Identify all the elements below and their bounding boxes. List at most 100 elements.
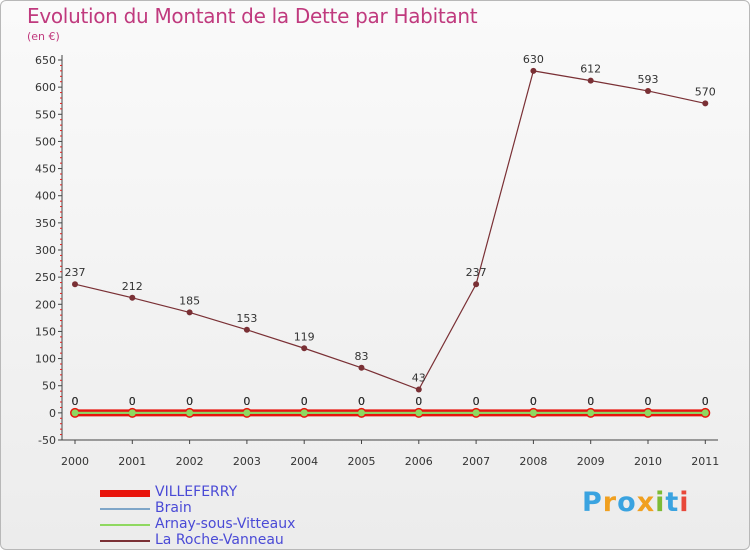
data-point [358, 364, 365, 371]
data-label: 612 [580, 63, 601, 76]
y-tick-label: 100 [35, 353, 56, 366]
data-point [701, 409, 709, 417]
y-tick-label: 150 [35, 325, 56, 338]
data-point [587, 409, 595, 417]
logo-letter: i [679, 487, 690, 518]
data-point [415, 386, 422, 393]
data-label: 0 [358, 395, 365, 408]
data-label: 0 [415, 395, 422, 408]
x-tick-label: 2003 [233, 455, 261, 468]
data-label: 0 [530, 395, 537, 408]
data-point [243, 326, 250, 333]
data-point [702, 100, 709, 107]
logo-letter: i [655, 487, 666, 518]
data-point [358, 409, 365, 417]
logo-letter: r [602, 487, 618, 518]
data-label: 237 [65, 266, 86, 279]
data-label: 0 [530, 395, 537, 408]
data-label: 185 [179, 294, 200, 307]
data-label: 0 [415, 395, 422, 408]
data-label: 0 [530, 395, 537, 408]
legend-label: Arnay-sous-Vitteaux [155, 516, 296, 532]
y-tick-label: 600 [35, 81, 56, 94]
data-point [186, 409, 194, 417]
proxiti-logo: Proxiti [582, 487, 690, 518]
data-label: 0 [301, 395, 308, 408]
data-label: 0 [72, 395, 79, 408]
x-tick-label: 2000 [61, 455, 89, 468]
data-label: 0 [645, 395, 652, 408]
data-label: 0 [473, 395, 480, 408]
x-tick-label: 2001 [118, 455, 146, 468]
data-point [472, 409, 480, 417]
x-tick-label: 2004 [290, 455, 318, 468]
data-label: 0 [587, 395, 594, 408]
y-tick-label: 450 [35, 163, 56, 176]
data-label: 43 [412, 372, 426, 385]
data-label: 0 [72, 395, 79, 408]
x-tick-label: 2006 [405, 455, 433, 468]
data-point [71, 409, 79, 417]
data-label: 0 [645, 395, 652, 408]
data-point [587, 77, 594, 84]
legend-label: Brain [155, 500, 192, 516]
data-label: 630 [523, 53, 544, 66]
legend-item: Arnay-sous-Vitteaux [100, 516, 360, 533]
logo-letter: o [617, 487, 637, 518]
legend-swatch [100, 489, 150, 497]
legend-label: La Roche-Vanneau [155, 532, 284, 548]
data-label: 0 [186, 395, 193, 408]
data-label: 0 [243, 395, 250, 408]
data-label: 212 [122, 280, 143, 293]
data-label: 0 [186, 395, 193, 408]
logo-letter: x [636, 487, 656, 518]
data-point [129, 294, 136, 301]
data-label: 593 [638, 73, 659, 86]
legend-item: VILLEFERRY [100, 484, 360, 501]
series-line-la-roche-vanneau [74, 70, 706, 391]
data-label: 0 [702, 395, 709, 408]
data-label: 0 [702, 395, 709, 408]
data-label: 0 [301, 395, 308, 408]
data-point [529, 409, 537, 417]
legend-item: La Roche-Vanneau [100, 532, 360, 549]
data-point [530, 67, 537, 74]
data-label: 237 [466, 266, 487, 279]
data-label: 0 [358, 395, 365, 408]
x-tick-label: 2002 [176, 455, 204, 468]
legend-swatch [100, 508, 150, 510]
legend-item: Brain [100, 500, 360, 517]
data-label: 0 [702, 395, 709, 408]
legend-label: VILLEFERRY [155, 484, 238, 500]
y-tick-label: 300 [35, 244, 56, 257]
data-label: 0 [129, 395, 136, 408]
data-label: 0 [645, 395, 652, 408]
data-label: 0 [243, 395, 250, 408]
data-point [72, 281, 78, 288]
data-label: 83 [355, 350, 369, 363]
data-label: 119 [294, 330, 315, 343]
x-tick-label: 2011 [691, 455, 719, 468]
data-label: 0 [129, 395, 136, 408]
y-tick-label: 200 [35, 298, 56, 311]
data-point [128, 409, 136, 417]
data-label: 0 [186, 395, 193, 408]
data-label: 0 [415, 395, 422, 408]
y-tick-label: -50 [38, 434, 56, 447]
logo-letter: P [582, 487, 603, 518]
y-tick-label: 50 [42, 380, 56, 393]
y-tick-label: 250 [35, 271, 56, 284]
data-label: 0 [473, 395, 480, 408]
data-point [300, 409, 308, 417]
logo-letter: t [665, 487, 680, 518]
data-label: 153 [236, 312, 257, 325]
y-tick-label: 0 [49, 407, 56, 420]
data-label: 0 [72, 395, 79, 408]
data-label: 0 [587, 395, 594, 408]
legend-swatch [100, 524, 150, 526]
data-point [243, 409, 251, 417]
y-tick-label: 550 [35, 108, 56, 121]
data-label: 0 [129, 395, 136, 408]
